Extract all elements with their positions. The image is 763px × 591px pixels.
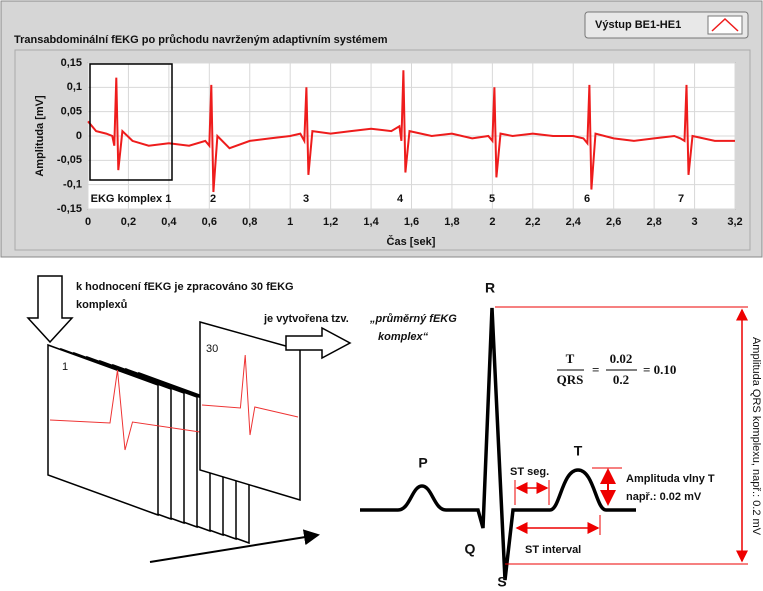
x-tick-label: 0,6 (202, 216, 217, 228)
y-axis-label: Amplituda [mV] (34, 95, 46, 177)
y-tick-label: 0,15 (61, 57, 82, 69)
beat-label: EKG komplex 1 (91, 193, 172, 205)
formula-part: = 0.10 (643, 362, 676, 377)
down-arrow (26, 275, 74, 344)
note-line: k hodnocení fEKG je zpracováno 30 fEKG (76, 281, 294, 293)
legend-label: Výstup BE1-HE1 (595, 19, 681, 31)
st-interval-label: ST interval (525, 544, 581, 556)
frame-number: 1 (62, 361, 68, 373)
beat-label: 4 (397, 193, 404, 205)
legend-swatch (711, 17, 739, 32)
x-tick-label: 1,8 (444, 216, 459, 228)
t-amplitude-label: Amplituda vlny T (626, 473, 715, 485)
frame-wave (201, 354, 299, 436)
x-tick-label: 0,4 (161, 216, 177, 228)
frame-number: 30 (206, 343, 218, 355)
x-tick-label: 2,4 (566, 216, 582, 228)
x-tick-label: 3 (692, 216, 698, 228)
formula-part: T (566, 351, 575, 366)
wave-label: Q (465, 541, 476, 557)
x-tick-label: 1,6 (404, 216, 419, 228)
wave-label: T (574, 443, 583, 459)
y-tick-label: 0,05 (61, 106, 82, 118)
selection-box (89, 63, 173, 181)
legend[interactable] (584, 11, 749, 39)
pointer-arrow (149, 529, 320, 563)
y-tick-label: -0,1 (63, 179, 82, 191)
beat-label: 2 (210, 193, 216, 205)
x-tick-label: 1,2 (323, 216, 338, 228)
frame (47, 343, 159, 517)
x-tick-label: 2,2 (525, 216, 540, 228)
legend-swatch-box (707, 15, 743, 35)
panel-title: Transabdominální fEKG po průchodu navrže… (14, 34, 388, 46)
y-tick-label: 0 (76, 130, 82, 142)
signal-line (87, 70, 735, 193)
st-segment-label: ST seg. (510, 466, 549, 478)
x-tick-label: 2,8 (646, 216, 661, 228)
x-tick-label: 0 (85, 216, 91, 228)
wave-label: P (418, 455, 427, 471)
average-complex (360, 307, 636, 581)
x-tick-label: 0,2 (121, 216, 136, 228)
beat-label: 5 (489, 193, 495, 205)
beat-label: 3 (303, 193, 309, 205)
wave-label: S (497, 574, 506, 590)
formula-part: = (592, 362, 599, 377)
x-axis-label: Čas [sek] (387, 235, 436, 248)
beat-label: 6 (584, 193, 590, 205)
x-tick-label: 1 (287, 216, 293, 228)
formula-part: 0.02 (610, 351, 633, 366)
note-line: komplexů (76, 299, 127, 311)
x-tick-label: 2,6 (606, 216, 621, 228)
formula-part: 0.2 (613, 372, 629, 387)
average-note: je vytvořena tzv. (263, 313, 349, 325)
x-tick-label: 2 (489, 216, 495, 228)
x-tick-label: 1,4 (363, 216, 379, 228)
formula-part: QRS (557, 372, 584, 387)
x-tick-label: 3,2 (727, 216, 742, 228)
right-arrow (285, 326, 352, 360)
average-note: „průměrný fEKG (369, 313, 457, 325)
beat-label: 7 (678, 193, 684, 205)
frame-wave (49, 369, 201, 451)
average-note: komplex“ (378, 331, 429, 343)
t-amplitude-label: např.: 0.02 mV (626, 491, 702, 503)
qrs-amplitude-label: Amplituda QRS komplexu, např.: 0.2 mV (750, 337, 762, 536)
y-tick-label: -0,15 (57, 203, 82, 215)
plot-frame (14, 49, 751, 251)
y-tick-label: 0,1 (67, 81, 82, 93)
wave-label: R (485, 280, 495, 296)
frame (199, 321, 301, 502)
x-tick-label: 0,8 (242, 216, 257, 228)
y-tick-label: -0,05 (57, 154, 82, 166)
